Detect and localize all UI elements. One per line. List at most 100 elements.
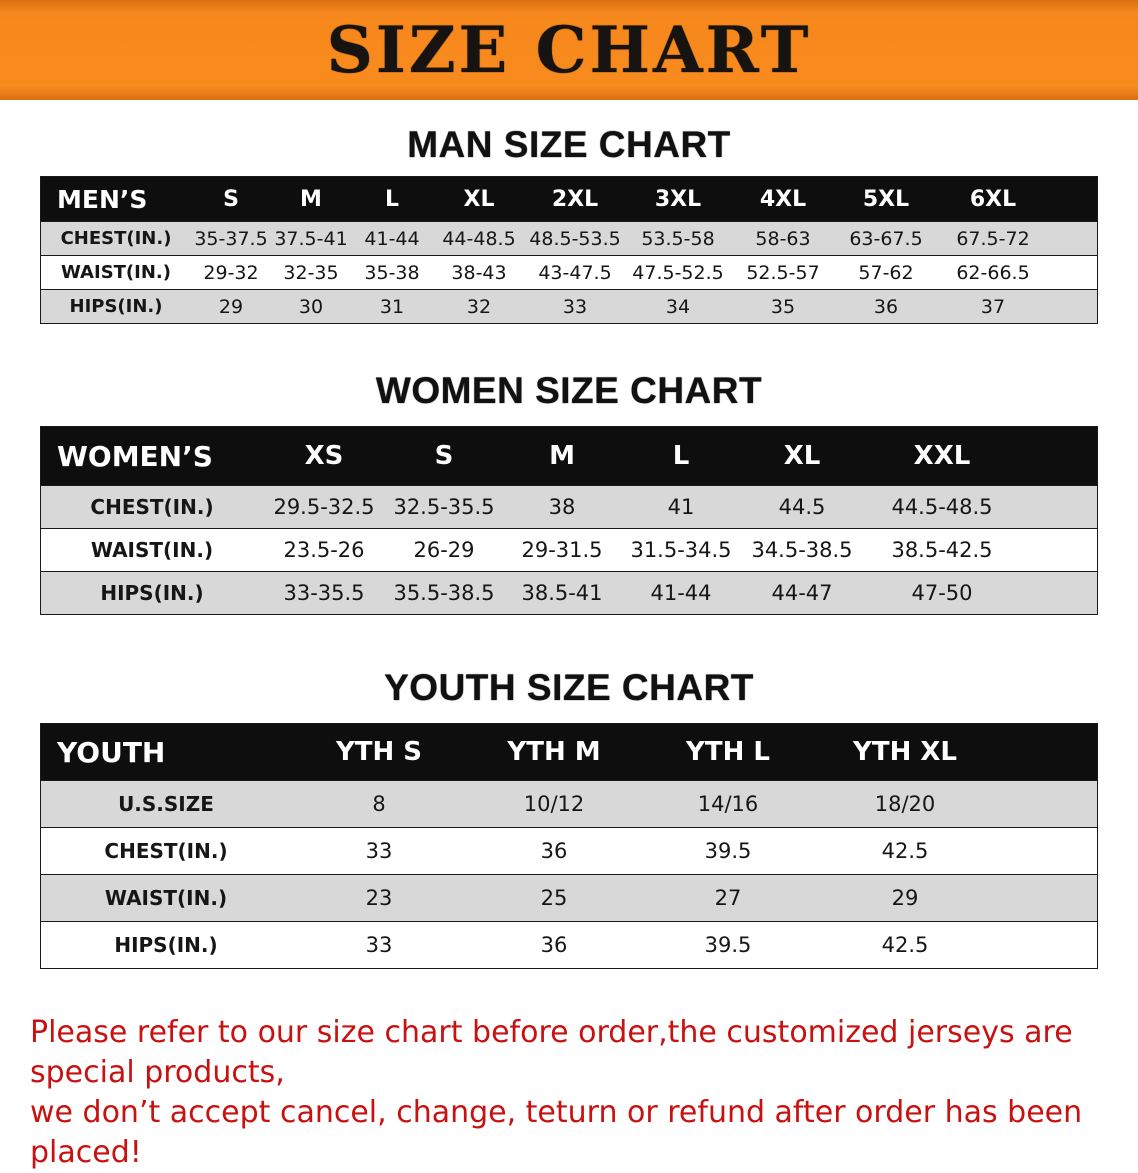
size-value-cell: 29-31.5	[521, 538, 603, 562]
youth-size-chart-heading: YOUTH SIZE CHART	[384, 667, 754, 708]
table-title-cell: WOMEN’S	[57, 439, 213, 473]
size-value-cell: 29-32	[203, 261, 259, 284]
size-value-cell: 47-50	[911, 581, 973, 605]
size-value-cell: 31.5-34.5	[630, 538, 732, 562]
row-label: CHEST(IN.)	[60, 228, 172, 249]
size-value-cell: 41-44	[650, 581, 712, 605]
size-value-cell: 33	[365, 839, 393, 863]
size-column-header: 6XL	[969, 186, 1017, 212]
size-value-cell: 48.5-53.5	[529, 227, 621, 250]
row-label: WAIST(IN.)	[61, 262, 171, 283]
size-column-header: YTH XL	[853, 737, 957, 767]
size-value-cell: 38-43	[451, 261, 507, 284]
row-label: CHEST(IN.)	[90, 495, 214, 519]
size-value-cell: 41	[667, 495, 695, 519]
page-title: SIZE CHART	[326, 12, 812, 88]
size-value-cell: 33-35.5	[283, 581, 365, 605]
size-column-header: XS	[304, 441, 344, 471]
size-value-cell: 53.5-58	[641, 227, 715, 250]
table-title-cell: YOUTH	[57, 735, 166, 769]
size-value-cell: 34	[665, 295, 691, 318]
size-value-cell: 58-63	[755, 227, 811, 250]
size-value-cell: 62-66.5	[956, 261, 1030, 284]
size-column-header: S	[223, 186, 239, 212]
size-column-header: XXL	[913, 441, 971, 471]
table-row: CHEST(IN.) 35-37.5 37.5-41 41-44 44-48.5 48.5…	[41, 221, 1097, 255]
size-value-cell: 23	[365, 886, 393, 910]
size-column-header: 3XL	[654, 186, 702, 212]
footer-notice: Please refer to our size chart before or…	[30, 1013, 1112, 1173]
size-value-cell: 23.5-26	[283, 538, 365, 562]
size-value-cell: 36	[540, 933, 568, 957]
size-value-cell: 26-29	[413, 538, 475, 562]
size-column-header: XL	[783, 441, 821, 471]
size-value-cell: 44.5	[778, 495, 826, 519]
women-size-chart-heading: WOMEN SIZE CHART	[375, 370, 763, 411]
row-label: WAIST(IN.)	[104, 886, 228, 910]
size-column-header: M	[300, 186, 322, 212]
size-value-cell: 25	[540, 886, 568, 910]
size-value-cell: 8	[372, 792, 386, 816]
table-row: CHEST(IN.) 33 36 39.5 42.5	[41, 827, 1097, 874]
women-size-chart-section: WOMEN SIZE CHART WOMEN’S XS S M L XL XXL CHEST(…	[0, 370, 1138, 615]
size-value-cell: 32-35	[283, 261, 339, 284]
size-value-cell: 38.5-42.5	[891, 538, 993, 562]
size-column-header: L	[384, 186, 400, 212]
size-value-cell: 18/20	[874, 792, 936, 816]
size-value-cell: 34.5-38.5	[751, 538, 853, 562]
size-value-cell: 32	[466, 295, 492, 318]
size-value-cell: 35	[770, 295, 796, 318]
size-value-cell: 29	[218, 295, 244, 318]
size-value-cell: 36	[873, 295, 899, 318]
row-label: WAIST(IN.)	[90, 538, 214, 562]
size-value-cell: 35-38	[364, 261, 420, 284]
table-row: HIPS(IN.) 33-35.5 35.5-38.5 38.5-41 41-44 44-…	[41, 571, 1097, 614]
women-size-table: WOMEN’S XS S M L XL XXL CHEST(IN.) 29.5-32.5 32.5…	[40, 426, 1098, 615]
size-column-header: 4XL	[759, 186, 807, 212]
size-value-cell: 41-44	[364, 227, 420, 250]
size-column-header: M	[549, 441, 575, 471]
size-column-header: 5XL	[862, 186, 910, 212]
size-value-cell: 63-67.5	[849, 227, 923, 250]
table-row: U.S.SIZE 8 10/12 14/16 18/20	[41, 780, 1097, 827]
youth-size-table: YOUTH YTH S YTH M YTH L YTH XL U.S.SIZE 8 10/12…	[40, 723, 1098, 969]
size-column-header: YTH M	[507, 737, 601, 767]
size-value-cell: 35-37.5	[194, 227, 268, 250]
man-size-table: MEN’S S M L XL 2XL 3XL 4XL 5XL 6XL CHEST(IN.) 35-37…	[40, 176, 1098, 324]
size-column-header: 2XL	[551, 186, 599, 212]
size-value-cell: 38	[548, 495, 576, 519]
size-value-cell: 29	[891, 886, 919, 910]
size-value-cell: 30	[298, 295, 324, 318]
size-value-cell: 32.5-35.5	[393, 495, 495, 519]
banner: SIZE CHART	[0, 0, 1138, 100]
size-value-cell: 36	[540, 839, 568, 863]
size-value-cell: 38.5-41	[521, 581, 603, 605]
size-value-cell: 57-62	[858, 261, 914, 284]
size-value-cell: 35.5-38.5	[393, 581, 495, 605]
size-value-cell: 31	[379, 295, 405, 318]
row-label: HIPS(IN.)	[114, 933, 218, 957]
table-row: CHEST(IN.) 29.5-32.5 32.5-35.5 38 41 44.5 44.5…	[41, 485, 1097, 528]
size-value-cell: 67.5-72	[956, 227, 1030, 250]
size-column-header: L	[672, 441, 690, 471]
table-row: WAIST(IN.) 29-32 32-35 35-38 38-43 43-47.5 47.…	[41, 255, 1097, 289]
man-size-chart-heading: MAN SIZE CHART	[407, 124, 731, 165]
size-value-cell: 37.5-41	[274, 227, 348, 250]
size-value-cell: 33	[365, 933, 393, 957]
row-label: CHEST(IN.)	[104, 839, 228, 863]
youth-size-chart-section: YOUTH SIZE CHART YOUTH YTH S YTH M YTH L YTH…	[0, 667, 1138, 969]
size-value-cell: 44-47	[771, 581, 833, 605]
size-column-header: S	[434, 441, 454, 471]
size-column-header: YTH L	[686, 737, 770, 767]
size-value-cell: 44-48.5	[442, 227, 516, 250]
table-row: WAIST(IN.) 23 25 27 29	[41, 874, 1097, 921]
size-column-header: XL	[463, 186, 495, 212]
table-row: HIPS(IN.) 29 30 31 32 33 34 35 36 37	[41, 289, 1097, 323]
table-header-row: MEN’S S M L XL 2XL 3XL 4XL 5XL 6XL	[41, 177, 1097, 221]
size-value-cell: 42.5	[881, 839, 929, 863]
size-value-cell: 29.5-32.5	[273, 495, 375, 519]
table-header-row: WOMEN’S XS S M L XL XXL	[41, 427, 1097, 485]
size-value-cell: 43-47.5	[538, 261, 612, 284]
table-title-cell: MEN’S	[57, 184, 148, 214]
